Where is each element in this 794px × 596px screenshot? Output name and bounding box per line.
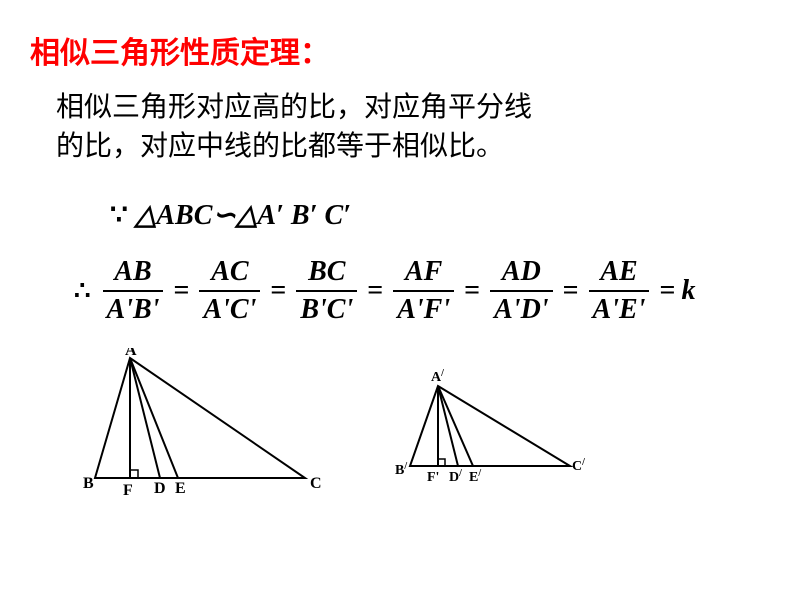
fraction-5: AD A'D' bbox=[490, 256, 552, 326]
fraction-2: AC A'C' bbox=[199, 256, 260, 326]
label-D-prime: D/ bbox=[449, 468, 462, 485]
k-constant: k bbox=[681, 275, 695, 307]
fraction-1: AB A'B' bbox=[103, 256, 164, 326]
theorem-line2: 的比，对应中线的比都等于相似比。 bbox=[56, 127, 532, 166]
fraction-4: AF A'F' bbox=[393, 256, 454, 326]
label-E-prime: E/ bbox=[469, 468, 481, 485]
triangle-abc: A B C F D E bbox=[83, 348, 322, 499]
equals-sign: = bbox=[173, 275, 189, 307]
because-symbol: ∵ bbox=[110, 200, 128, 231]
equals-sign: = bbox=[367, 275, 383, 307]
triangle-abc-prime: A/ B/ C/ F' D/ E/ bbox=[395, 368, 585, 485]
equals-sign: = bbox=[563, 275, 579, 307]
label-B-prime: B/ bbox=[395, 461, 407, 478]
frac-num: AF bbox=[401, 256, 446, 290]
statement-text: △ABC∽△A′ B′ C′ bbox=[135, 200, 351, 231]
theorem-text: 相似三角形对应高的比，对应角平分线 的比，对应中线的比都等于相似比。 bbox=[56, 88, 532, 166]
frac-den: A'E' bbox=[589, 290, 650, 326]
frac-num: AE bbox=[596, 256, 641, 290]
label-B: B bbox=[83, 475, 94, 492]
equals-sign: = bbox=[464, 275, 480, 307]
frac-den: A'D' bbox=[490, 290, 552, 326]
equation: ∴ AB A'B' = AC A'C' = BC B'C' = AF A'F' … bbox=[74, 256, 695, 326]
frac-den: B'C' bbox=[296, 290, 357, 326]
frac-den: A'C' bbox=[199, 290, 260, 326]
frac-den: A'B' bbox=[103, 290, 164, 326]
label-D: D bbox=[154, 480, 166, 497]
theorem-line1: 相似三角形对应高的比，对应角平分线 bbox=[56, 88, 532, 127]
frac-num: BC bbox=[304, 256, 349, 290]
label-E: E bbox=[175, 480, 186, 497]
frac-num: AB bbox=[110, 256, 155, 290]
equals-sign: = bbox=[659, 275, 675, 307]
frac-num: AD bbox=[498, 256, 545, 290]
frac-den: A'F' bbox=[393, 290, 454, 326]
similarity-statement: ∵ △ABC∽△A′ B′ C′ bbox=[110, 198, 351, 232]
diagrams-container: A B C F D E A/ B/ C/ F' D/ E/ bbox=[80, 348, 720, 548]
label-A: A bbox=[125, 348, 137, 359]
label-C-prime: C/ bbox=[572, 457, 585, 474]
page-title: 相似三角形性质定理： bbox=[30, 28, 330, 72]
label-F-prime: F' bbox=[427, 470, 439, 485]
frac-num: AC bbox=[207, 256, 252, 290]
therefore-symbol: ∴ bbox=[74, 276, 91, 306]
label-F: F bbox=[123, 482, 133, 499]
triangles-svg: A B C F D E A/ B/ C/ F' D/ E/ bbox=[80, 348, 720, 548]
equals-sign: = bbox=[270, 275, 286, 307]
fraction-6: AE A'E' bbox=[589, 256, 650, 326]
label-C: C bbox=[310, 475, 322, 492]
fraction-3: BC B'C' bbox=[296, 256, 357, 326]
label-A-prime: A/ bbox=[431, 368, 444, 385]
